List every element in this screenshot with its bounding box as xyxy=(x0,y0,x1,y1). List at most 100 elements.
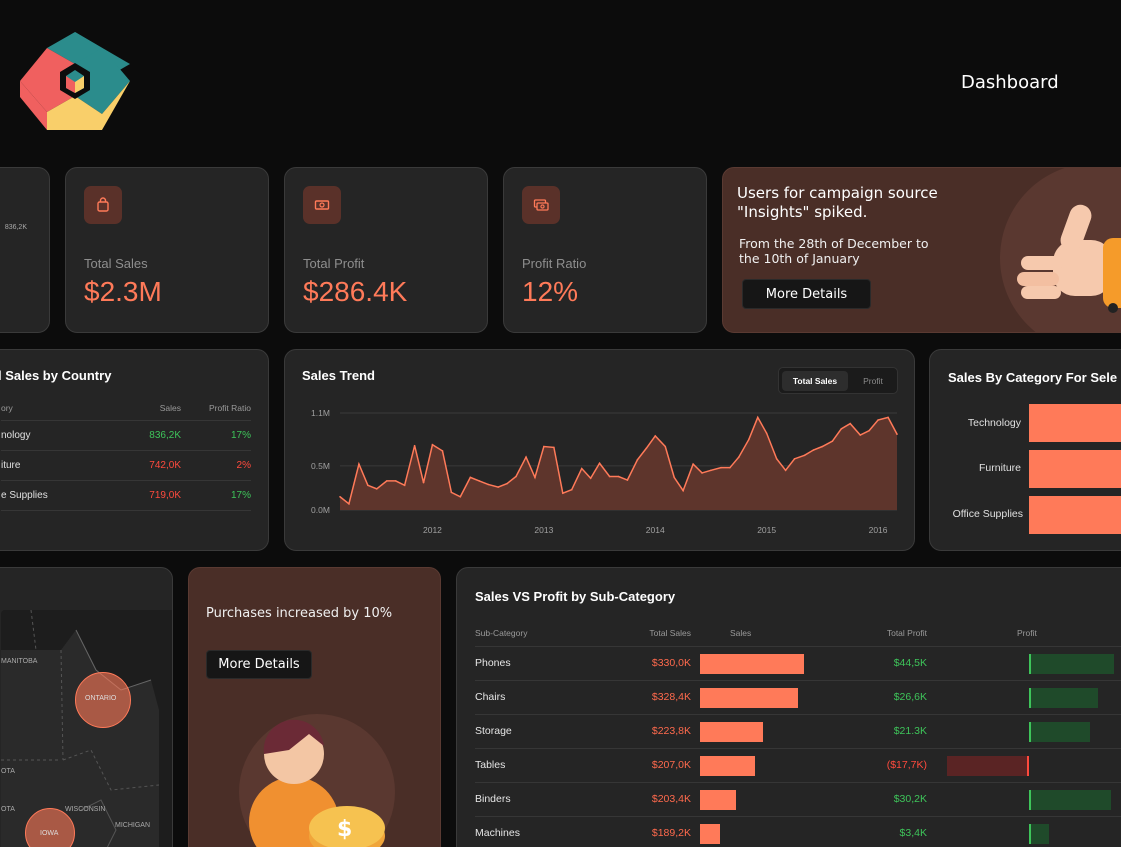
trend-point[interactable] xyxy=(580,467,583,470)
trend-point[interactable] xyxy=(589,477,592,480)
trend-point[interactable] xyxy=(636,458,639,461)
profit-bar[interactable] xyxy=(1029,721,1090,742)
table-row[interactable]: Tables $207,0K ($17,7K) xyxy=(475,747,1121,782)
profit-bar-cell xyxy=(927,747,1121,782)
row-sales: $330,0K xyxy=(595,645,691,680)
trend-point[interactable] xyxy=(840,428,843,430)
trend-point[interactable] xyxy=(469,476,472,479)
trend-point[interactable] xyxy=(664,445,667,448)
table-row[interactable]: Phones $330,0K $44,5K xyxy=(475,645,1121,680)
profit-bar[interactable] xyxy=(1029,823,1049,844)
trend-point[interactable] xyxy=(831,440,834,443)
trend-point[interactable] xyxy=(775,458,778,460)
trend-point[interactable] xyxy=(367,484,369,487)
trend-point[interactable] xyxy=(394,480,397,482)
trend-point[interactable] xyxy=(375,488,378,490)
category-bar[interactable] xyxy=(1029,496,1121,534)
trend-point[interactable] xyxy=(859,434,862,436)
toggle-total-sales[interactable]: Total Sales xyxy=(782,371,848,391)
trend-point[interactable] xyxy=(431,443,434,446)
trend-point[interactable] xyxy=(720,466,722,469)
category-label: Office Supplies xyxy=(952,508,1023,520)
trend-point[interactable] xyxy=(385,480,388,482)
trend-point[interactable] xyxy=(748,438,750,441)
profit-bar[interactable] xyxy=(947,755,1029,776)
trend-point[interactable] xyxy=(478,480,481,482)
column-header: Sales xyxy=(730,627,752,638)
table-row[interactable]: e Supplies 719,0K 17% xyxy=(1,479,251,511)
sales-bar[interactable] xyxy=(700,755,755,776)
trend-point[interactable] xyxy=(562,492,564,495)
trend-point[interactable] xyxy=(348,503,350,505)
trend-point[interactable] xyxy=(765,432,768,435)
trend-point[interactable] xyxy=(821,445,824,448)
table-row[interactable]: iture 742,0K 2% xyxy=(1,449,251,480)
trend-point[interactable] xyxy=(459,495,462,498)
table-row[interactable]: Chairs $328,4K $26,6K xyxy=(475,679,1121,714)
trend-point[interactable] xyxy=(756,416,759,419)
profit-bar[interactable] xyxy=(1029,653,1114,674)
sales-bar[interactable] xyxy=(700,721,763,742)
trend-point[interactable] xyxy=(413,444,416,447)
trend-point[interactable] xyxy=(692,463,694,465)
trend-point[interactable] xyxy=(570,488,573,491)
trend-point[interactable] xyxy=(682,489,684,492)
trend-point[interactable] xyxy=(339,495,341,498)
sales-bar[interactable] xyxy=(700,823,720,844)
trend-point[interactable] xyxy=(403,484,406,487)
category-bar[interactable] xyxy=(1029,404,1121,442)
row-sales: $328,4K xyxy=(595,679,691,714)
trend-point[interactable] xyxy=(849,422,852,425)
profit-bar[interactable] xyxy=(1029,687,1098,708)
trend-point[interactable] xyxy=(422,481,425,484)
trend-point[interactable] xyxy=(617,475,620,478)
trend-point[interactable] xyxy=(515,475,517,478)
trend-point[interactable] xyxy=(487,483,489,486)
trend-point[interactable] xyxy=(673,476,675,479)
trend-point[interactable] xyxy=(497,486,499,488)
trend-point[interactable] xyxy=(868,429,870,432)
more-details-button[interactable]: More Details xyxy=(742,279,871,309)
trend-point[interactable] xyxy=(525,456,527,458)
trend-point[interactable] xyxy=(543,445,545,448)
trend-point[interactable] xyxy=(608,475,611,478)
trend-point[interactable] xyxy=(729,466,731,469)
trend-point[interactable] xyxy=(812,449,815,451)
section-title: Sales By Category For Sele xyxy=(948,370,1118,385)
toggle-profit[interactable]: Profit xyxy=(863,376,883,386)
sales-bar[interactable] xyxy=(700,687,798,708)
trend-point[interactable] xyxy=(784,469,787,472)
trend-point[interactable] xyxy=(738,456,740,458)
table-row[interactable]: Machines $189,2K $3,4K xyxy=(475,815,1121,847)
trend-point[interactable] xyxy=(598,462,601,465)
trend-point[interactable] xyxy=(877,419,879,421)
sales-bar[interactable] xyxy=(700,789,736,810)
trend-point[interactable] xyxy=(506,482,508,485)
trend-point[interactable] xyxy=(710,469,712,472)
map[interactable]: MANITOBA ONTARIO OTA WISCONSIN IOWA MICH… xyxy=(1,610,172,847)
trend-point[interactable] xyxy=(534,476,536,479)
map-bubble-iowa[interactable] xyxy=(25,808,75,847)
trend-point[interactable] xyxy=(645,447,648,450)
profit-bar[interactable] xyxy=(1029,789,1111,810)
trend-point[interactable] xyxy=(887,416,889,419)
table-row[interactable]: Binders $203,4K $30,2K xyxy=(475,781,1121,816)
table-row[interactable]: nology 836,2K 17% xyxy=(1,419,251,450)
trend-point[interactable] xyxy=(896,433,898,435)
more-details-button[interactable]: More Details xyxy=(206,650,312,679)
trend-point[interactable] xyxy=(654,435,657,437)
trend-point[interactable] xyxy=(626,479,629,481)
trend-point[interactable] xyxy=(450,491,453,494)
trend-point[interactable] xyxy=(701,472,703,474)
campaign-insight-card: Users for campaign source "Insights" spi… xyxy=(722,167,1121,333)
category-bar[interactable] xyxy=(1029,450,1121,488)
trend-point[interactable] xyxy=(793,458,796,460)
profit-bar-cell xyxy=(927,815,1121,847)
trend-point[interactable] xyxy=(553,446,555,449)
sales-bar[interactable] xyxy=(700,653,804,674)
table-row[interactable]: Storage $223,8K $21.3K xyxy=(475,713,1121,748)
trend-point[interactable] xyxy=(441,450,444,452)
map-bubble-ontario[interactable] xyxy=(75,672,131,728)
trend-point[interactable] xyxy=(803,454,806,457)
trend-point[interactable] xyxy=(358,463,360,465)
